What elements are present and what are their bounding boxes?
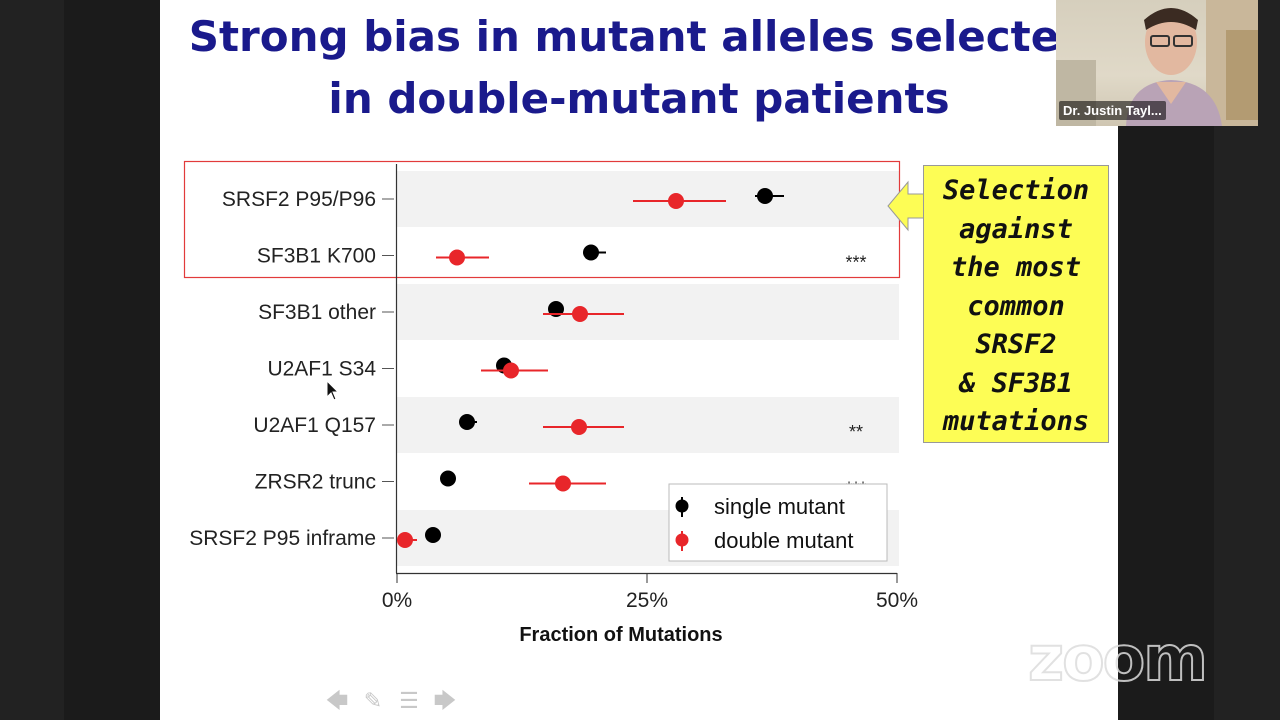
- data-point: [459, 414, 475, 430]
- slide-toolbar: 🡄 ✎ ☰ 🡆: [324, 688, 464, 716]
- data-point: [668, 193, 684, 209]
- category-label: SRSF2 P95/P96: [222, 188, 376, 211]
- x-tick-label: 25%: [626, 589, 668, 612]
- x-tick-label: 0%: [382, 589, 412, 612]
- row-bands: [397, 171, 899, 566]
- row-band: [397, 397, 899, 453]
- callout-line: against: [959, 213, 1073, 245]
- callout-line: the most: [950, 252, 1082, 283]
- callout-line: Selection: [942, 175, 1090, 206]
- category-label: SF3B1 other: [258, 301, 376, 324]
- legend-symbol: [675, 533, 689, 547]
- callout-line: common: [967, 290, 1065, 322]
- category-label: ZRSR2 trunc: [255, 471, 376, 494]
- pen-icon[interactable]: ✎: [363, 688, 383, 713]
- participant-video[interactable]: Dr. Justin Tayl...: [1056, 0, 1258, 126]
- data-point: [440, 470, 456, 487]
- data-point: [397, 532, 413, 548]
- category-label: U2AF1 S34: [267, 358, 376, 381]
- row-band: [397, 171, 899, 227]
- callout-line: mutations: [942, 406, 1090, 437]
- category-label: SRSF2 P95 inframe: [189, 527, 376, 550]
- significance-annotation: ***: [845, 253, 866, 273]
- arrow-right-icon[interactable]: 🡆: [433, 688, 457, 713]
- menu-icon[interactable]: ☰: [399, 688, 419, 713]
- zoom-watermark: zoom: [1027, 621, 1209, 696]
- forest-plot: SRSF2 P95/P96 SF3B1 K700 SF3B1 other U2AF1 …: [183, 160, 925, 646]
- marks: ********: [397, 188, 867, 548]
- slide-title-line-2: in double-mutant patients: [328, 74, 950, 123]
- legend-symbol: [675, 499, 689, 513]
- participant-name: Dr. Justin Tayl...: [1059, 101, 1166, 120]
- data-point: [757, 188, 773, 204]
- callout-box: Selection against the most common SRSF2 …: [923, 165, 1109, 443]
- category-label: SF3B1 K700: [257, 245, 376, 268]
- category-label: U2AF1 Q157: [253, 414, 376, 437]
- callout-line: & SF3B1: [959, 367, 1073, 399]
- significance-annotation: **: [849, 422, 863, 442]
- axes: SRSF2 P95/P96 SF3B1 K700 SF3B1 other U2AF1 …: [189, 164, 918, 612]
- data-point: [583, 244, 599, 261]
- x-tick-label: 50%: [876, 589, 918, 612]
- data-point: [425, 527, 441, 543]
- slide-title-line-1: Strong bias in mutant alleles selected: [188, 12, 1090, 61]
- data-point: [571, 419, 587, 435]
- legend-box: [668, 483, 888, 562]
- data-point: [503, 362, 519, 379]
- presentation-slide: Strong bias in mutant alleles selected i…: [160, 0, 1118, 720]
- slide-title: Strong bias in mutant alleles selected i…: [160, 6, 1118, 130]
- legend: single mutant double mutant: [668, 483, 888, 562]
- x-axis-label: Fraction of Mutations: [519, 624, 722, 646]
- data-point: [555, 475, 571, 492]
- left-letterbox: [0, 0, 64, 720]
- data-point: [449, 249, 465, 266]
- row-band: [397, 284, 899, 340]
- legend-label: single mutant: [714, 494, 845, 519]
- legend-label: double mutant: [714, 528, 853, 553]
- callout-line: SRSF2: [975, 329, 1057, 360]
- mouse-cursor-icon: [326, 380, 340, 401]
- arrow-left-icon[interactable]: 🡄: [325, 688, 349, 713]
- data-point: [572, 306, 588, 322]
